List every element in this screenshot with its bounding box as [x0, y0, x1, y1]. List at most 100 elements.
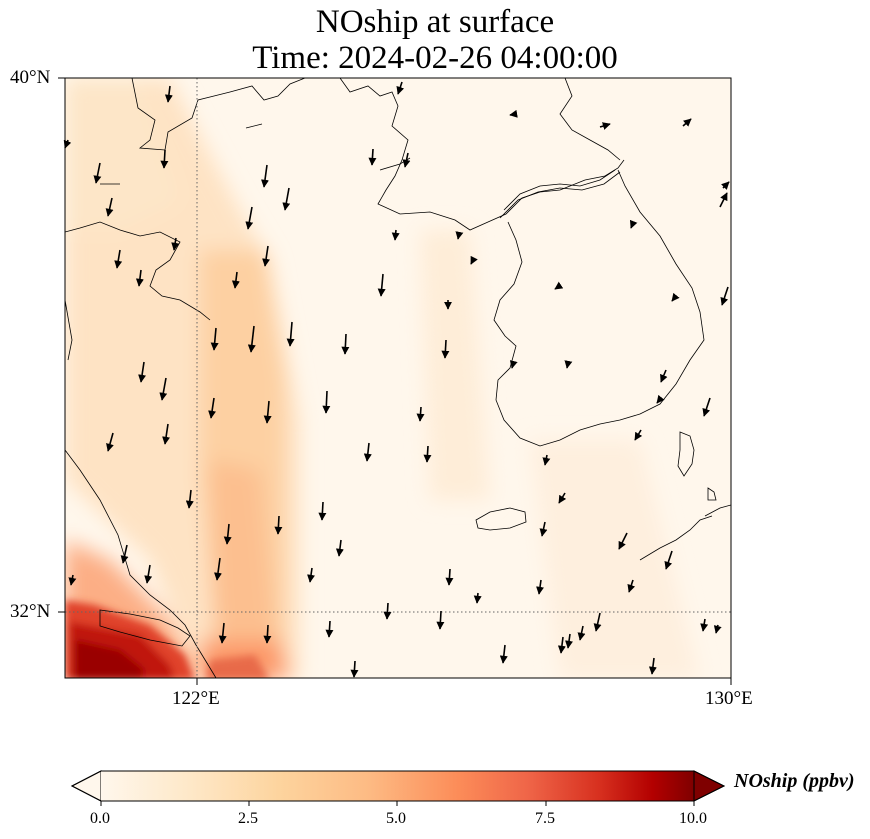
wind-arrow — [441, 339, 450, 359]
wind-arrow — [223, 523, 232, 545]
wind-arrow — [262, 245, 271, 267]
wind-arrow — [664, 550, 673, 570]
wind-arrow — [629, 219, 638, 229]
wind-arrow — [210, 327, 219, 351]
wind-arrow — [473, 592, 482, 604]
wind-arrow — [325, 620, 334, 638]
wind-arrow — [509, 360, 518, 369]
lon-tick-label-130e: 130°E — [705, 688, 753, 709]
axis-ticks — [58, 77, 732, 685]
wind-arrow — [499, 644, 508, 664]
wind-arrow — [416, 406, 425, 422]
wind-arrow — [558, 492, 567, 504]
wind-arrow — [185, 489, 194, 509]
wind-arrow — [286, 321, 295, 347]
wind-arrow — [245, 206, 254, 230]
wind-arrow — [593, 612, 602, 632]
wind-arrow — [350, 660, 359, 678]
wind-arrow — [557, 636, 566, 654]
wind-arrow — [577, 625, 586, 641]
colorbar-tick-label: 0.0 — [90, 810, 110, 827]
wind-arrow — [307, 567, 315, 583]
colorbar — [70, 770, 726, 806]
wind-arrow — [564, 360, 573, 369]
wind-vectors — [63, 81, 730, 678]
concentration-field — [65, 78, 731, 678]
wind-arrow — [106, 432, 114, 452]
wind-arrow — [554, 281, 564, 290]
wind-arrow — [274, 515, 283, 535]
wind-arrow — [536, 579, 544, 595]
wind-arrow — [402, 152, 411, 168]
wind-arrow — [231, 271, 240, 289]
colorbar-high-extend — [693, 770, 726, 802]
wind-arrow — [114, 249, 123, 269]
wind-arrow — [660, 369, 668, 383]
wind-arrow — [368, 148, 377, 166]
wind-arrow — [138, 361, 147, 383]
wind-arrow — [263, 400, 272, 424]
wind-arrow — [634, 429, 643, 441]
map-title-line1: NOship at surface — [315, 4, 555, 40]
wind-arrow — [164, 85, 173, 103]
lon-tick-label-122e: 122°E — [172, 688, 220, 709]
wind-arrow — [261, 164, 269, 188]
lat-tick-label-32n: 32°N — [10, 601, 51, 622]
wind-arrow — [618, 532, 628, 550]
wind-arrow — [720, 286, 729, 306]
wind-arrow — [599, 122, 611, 130]
wind-arrow — [455, 231, 464, 240]
wind-arrow — [135, 269, 144, 287]
coastlines — [65, 78, 731, 678]
wind-arrow — [671, 292, 680, 302]
colorbar-tick-label: 7.5 — [535, 810, 555, 827]
lat-tick-label-40n: 40°N — [10, 67, 51, 88]
wind-arrow — [162, 423, 171, 445]
colorbar-low-extend — [70, 770, 102, 802]
wind-arrow — [383, 602, 392, 620]
wind-arrow — [682, 118, 692, 127]
colorbar-gradient — [101, 771, 694, 801]
wind-arrow — [263, 624, 272, 644]
wind-arrow — [396, 81, 405, 95]
wind-arrow — [539, 521, 548, 537]
colorbar-tick-label: 5.0 — [386, 810, 406, 827]
wind-arrow — [322, 390, 331, 414]
wind-arrow — [68, 574, 77, 586]
colorbar-tick-label: 2.5 — [238, 810, 258, 827]
wind-arrow — [377, 273, 386, 297]
colorbar-tick-label: 10.0 — [679, 810, 707, 827]
wind-arrow — [105, 197, 114, 217]
wind-arrow — [363, 442, 372, 462]
wind-arrow — [318, 501, 327, 521]
wind-arrow — [341, 333, 350, 355]
wind-arrow — [656, 394, 665, 404]
wind-arrow — [445, 568, 454, 586]
map-frame — [64, 77, 732, 679]
wind-arrow — [713, 624, 722, 634]
wind-arrow — [144, 564, 153, 584]
map-title-line2: Time: 2024-02-26 04:00:00 — [252, 40, 618, 76]
wind-arrow — [160, 149, 169, 169]
wind-arrow — [208, 397, 217, 419]
wind-arrow — [542, 454, 551, 466]
wind-arrow — [93, 162, 102, 184]
wind-arrow — [700, 618, 709, 632]
wind-arrow — [702, 397, 711, 417]
wind-arrow — [423, 445, 432, 463]
wind-arrow — [120, 544, 129, 564]
wind-arrow — [335, 539, 344, 557]
wind-arrow — [719, 192, 728, 208]
wind-arrow — [721, 181, 730, 190]
wind-arrow — [171, 237, 180, 251]
gridlines — [65, 78, 731, 678]
wind-arrow — [627, 579, 636, 593]
wind-arrow — [218, 622, 227, 644]
wind-arrow — [391, 229, 400, 241]
wind-arrow — [648, 657, 657, 675]
wind-arrow — [247, 325, 256, 353]
wind-arrow — [509, 109, 518, 118]
wind-arrow — [470, 255, 478, 265]
wind-arrow — [565, 633, 573, 649]
